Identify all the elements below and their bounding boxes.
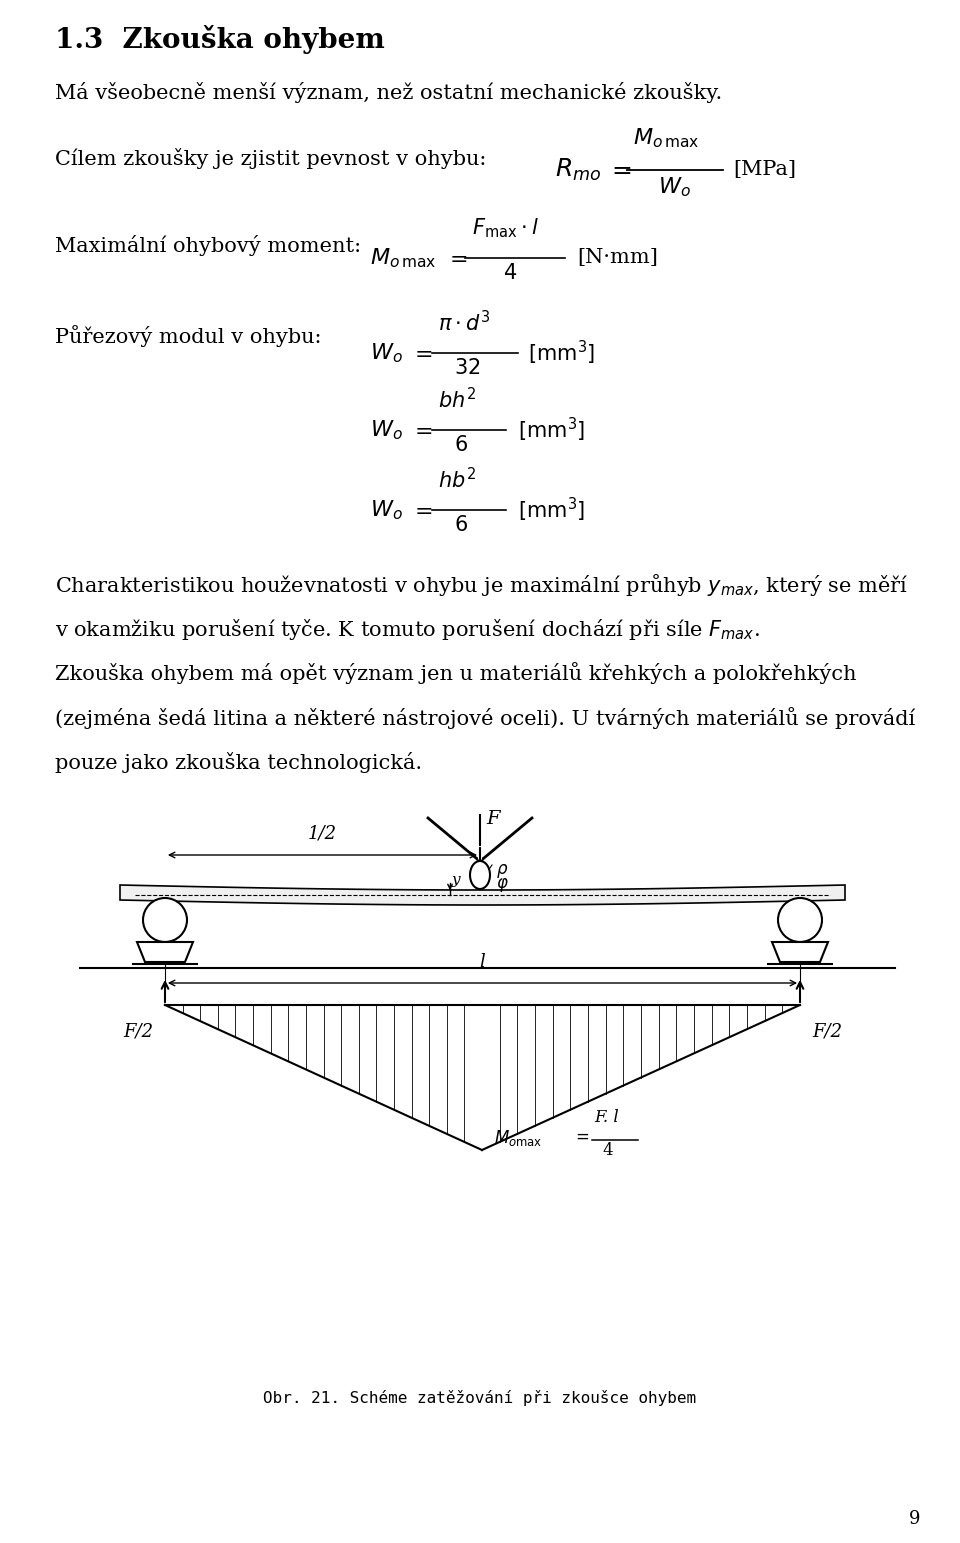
Polygon shape bbox=[137, 941, 193, 961]
Text: [MPa]: [MPa] bbox=[733, 160, 796, 179]
Text: $=$: $=$ bbox=[572, 1128, 589, 1145]
Text: F/2: F/2 bbox=[123, 1023, 153, 1042]
Text: $W_o$: $W_o$ bbox=[658, 174, 691, 199]
Text: pouze jako zkouška technologická.: pouze jako zkouška technologická. bbox=[55, 751, 422, 773]
Text: $\rho$: $\rho$ bbox=[496, 863, 509, 880]
Text: $M_{o\,\mathrm{max}}$: $M_{o\,\mathrm{max}}$ bbox=[633, 127, 700, 150]
Text: $R_{mo}$: $R_{mo}$ bbox=[555, 157, 601, 184]
Text: $=$: $=$ bbox=[607, 159, 632, 182]
Text: $6$: $6$ bbox=[454, 515, 468, 535]
Text: Cílem zkoušky je zjistit pevnost v ohybu:: Cílem zkoušky je zjistit pevnost v ohybu… bbox=[55, 148, 487, 170]
Text: 4: 4 bbox=[603, 1142, 613, 1159]
Text: Půřezový modul v ohybu:: Půřezový modul v ohybu: bbox=[55, 326, 322, 347]
Text: $=$: $=$ bbox=[445, 247, 468, 268]
Text: F/2: F/2 bbox=[812, 1023, 842, 1042]
Circle shape bbox=[143, 898, 187, 941]
Text: [N·mm]: [N·mm] bbox=[577, 248, 658, 267]
Text: Zkouška ohybem má opět význam jen u materiálů křehkých a polokřehkých: Zkouška ohybem má opět význam jen u mate… bbox=[55, 662, 856, 684]
Text: $[\mathrm{mm}^3]$: $[\mathrm{mm}^3]$ bbox=[528, 339, 595, 367]
Text: F: F bbox=[486, 810, 499, 829]
Text: $\pi \cdot d^3$: $\pi \cdot d^3$ bbox=[438, 310, 491, 335]
Text: $M_{o\,\mathrm{max}}$: $M_{o\,\mathrm{max}}$ bbox=[370, 247, 437, 270]
Text: 1/2: 1/2 bbox=[308, 826, 337, 842]
Text: $=$: $=$ bbox=[410, 420, 433, 441]
Text: $hb^2$: $hb^2$ bbox=[438, 468, 476, 492]
Text: $6$: $6$ bbox=[454, 435, 468, 455]
Text: $M_{o\mathrm{max}}$: $M_{o\mathrm{max}}$ bbox=[494, 1128, 542, 1148]
Text: Charakteristikou houževnatosti v ohybu je maximální průhyb $y_{max}$, který se m: Charakteristikou houževnatosti v ohybu j… bbox=[55, 572, 908, 599]
Text: $W_o$: $W_o$ bbox=[370, 341, 403, 364]
Text: 1.3  Zkouška ohybem: 1.3 Zkouška ohybem bbox=[55, 25, 385, 54]
Text: $W_o$: $W_o$ bbox=[370, 498, 403, 522]
Circle shape bbox=[778, 898, 822, 941]
Text: $bh^2$: $bh^2$ bbox=[438, 387, 476, 412]
Text: $=$: $=$ bbox=[410, 343, 433, 364]
Text: $\varphi$: $\varphi$ bbox=[496, 876, 509, 893]
Polygon shape bbox=[120, 886, 845, 906]
Text: $32$: $32$ bbox=[454, 358, 480, 378]
Text: $[\mathrm{mm}^3]$: $[\mathrm{mm}^3]$ bbox=[518, 495, 586, 525]
Text: y: y bbox=[452, 873, 461, 887]
Text: $4$: $4$ bbox=[503, 262, 517, 282]
Polygon shape bbox=[772, 941, 828, 961]
Text: 9: 9 bbox=[908, 1511, 920, 1528]
Text: (zejména šedá litina a některé nástrojové oceli). U tvárných materiálů se provád: (zejména šedá litina a některé nástrojov… bbox=[55, 707, 915, 728]
Ellipse shape bbox=[470, 861, 490, 889]
Text: F. l: F. l bbox=[594, 1109, 619, 1126]
Text: $W_o$: $W_o$ bbox=[370, 418, 403, 441]
Text: Má všeobecně menší význam, než ostatní mechanické zkoušky.: Má všeobecně menší význam, než ostatní m… bbox=[55, 82, 722, 103]
Text: l: l bbox=[480, 954, 486, 971]
Text: $[\mathrm{mm}^3]$: $[\mathrm{mm}^3]$ bbox=[518, 417, 586, 444]
Text: $=$: $=$ bbox=[410, 498, 433, 522]
Text: Maximální ohybový moment:: Maximální ohybový moment: bbox=[55, 235, 361, 256]
Text: $F_{\mathrm{max}} \cdot l$: $F_{\mathrm{max}} \cdot l$ bbox=[472, 216, 539, 241]
Text: Obr. 21. Schéme zatěžování při zkoušce ohybem: Obr. 21. Schéme zatěžování při zkoušce o… bbox=[263, 1390, 697, 1406]
Text: v okamžiku porušení tyče. K tomuto porušení dochází při síle $F_{max}$.: v okamžiku porušení tyče. K tomuto poruš… bbox=[55, 617, 760, 642]
